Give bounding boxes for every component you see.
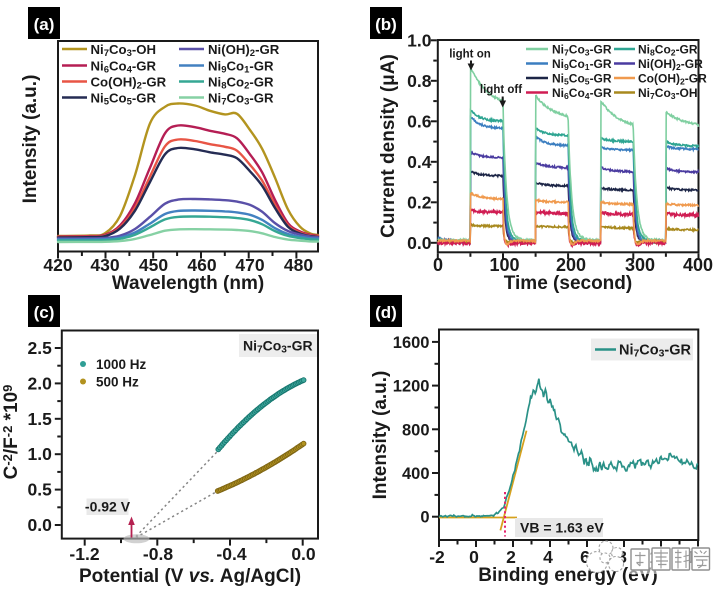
svg-text:Wavelength (nm): Wavelength (nm): [112, 273, 264, 294]
svg-text:VB = 1.63 eV: VB = 1.63 eV: [520, 520, 604, 536]
svg-text:0.5: 0.5: [27, 480, 52, 500]
svg-text:Ni6Co4-GR: Ni6Co4-GR: [91, 59, 157, 76]
svg-text:Intensity (a.u.): Intensity (a.u.): [20, 75, 41, 204]
svg-text:Potential (V vs. Ag/AgCl): Potential (V vs. Ag/AgCl): [79, 566, 301, 587]
svg-text:(b): (b): [375, 15, 397, 34]
svg-text:6: 6: [580, 547, 590, 567]
svg-text:(a): (a): [34, 15, 55, 34]
svg-text:Current density (μA): Current density (μA): [378, 54, 399, 238]
svg-text:470: 470: [235, 255, 264, 275]
svg-text:Ni7Co3-GR: Ni7Co3-GR: [208, 91, 274, 108]
svg-text:430: 430: [90, 255, 119, 275]
svg-text:Ni7Co3-GR: Ni7Co3-GR: [552, 43, 612, 58]
svg-text:0.6: 0.6: [407, 111, 432, 131]
svg-text:Ni7Co3-OH: Ni7Co3-OH: [638, 86, 698, 101]
svg-text:Ni7Co3-GR: Ni7Co3-GR: [243, 338, 313, 356]
svg-text:0.8: 0.8: [407, 71, 432, 91]
svg-text:Co(OH)2-GR: Co(OH)2-GR: [91, 75, 167, 92]
svg-text:450: 450: [139, 255, 168, 275]
svg-text:0.0: 0.0: [291, 544, 316, 564]
svg-text:Ni8Co2-GR: Ni8Co2-GR: [208, 75, 274, 92]
svg-text:1600: 1600: [393, 334, 430, 352]
svg-text:Ni9Co1-GR: Ni9Co1-GR: [552, 57, 612, 72]
svg-text:480: 480: [284, 255, 313, 275]
svg-text:1000 Hz: 1000 Hz: [96, 357, 147, 372]
svg-text:light off: light off: [480, 84, 522, 96]
svg-text:1200: 1200: [393, 378, 430, 396]
svg-text:Ni(OH)2-GR: Ni(OH)2-GR: [638, 57, 703, 72]
svg-text:0: 0: [469, 547, 479, 567]
svg-text:400: 400: [683, 255, 713, 275]
svg-text:0.0: 0.0: [407, 233, 432, 253]
svg-text:0.4: 0.4: [407, 152, 432, 172]
svg-text:8: 8: [617, 547, 627, 567]
svg-text:1.5: 1.5: [27, 409, 52, 429]
svg-text:2.0: 2.0: [27, 373, 52, 393]
svg-text:-0.92 V: -0.92 V: [85, 499, 131, 515]
svg-text:light on: light on: [449, 49, 491, 61]
svg-text:0.0: 0.0: [27, 515, 52, 535]
svg-text:1.0: 1.0: [27, 444, 52, 464]
svg-text:200: 200: [556, 255, 586, 275]
svg-text:2.5: 2.5: [27, 338, 52, 358]
svg-text:-2: -2: [429, 547, 445, 567]
svg-text:420: 420: [43, 255, 72, 275]
svg-text:500 Hz: 500 Hz: [96, 375, 139, 390]
svg-text:Ni5Co5-GR: Ni5Co5-GR: [552, 72, 612, 87]
svg-text:100: 100: [489, 255, 519, 275]
svg-text:0: 0: [420, 509, 429, 527]
svg-text:Intensity (a.u.): Intensity (a.u.): [370, 371, 391, 500]
svg-text:(d): (d): [375, 303, 397, 322]
svg-text:Ni5Co5-GR: Ni5Co5-GR: [91, 91, 157, 108]
svg-text:Ni7Co3-GR: Ni7Co3-GR: [619, 343, 692, 360]
svg-text:Time (second): Time (second): [504, 273, 632, 294]
svg-text:2: 2: [506, 547, 516, 567]
svg-text:-0.4: -0.4: [216, 544, 246, 564]
svg-text:-1.2: -1.2: [69, 544, 99, 564]
svg-text:1.0: 1.0: [407, 30, 432, 50]
svg-text:0: 0: [433, 255, 443, 275]
svg-text:300: 300: [625, 255, 655, 275]
svg-text:-0.8: -0.8: [143, 544, 173, 564]
svg-text:400: 400: [402, 465, 430, 483]
svg-text:Ni9Co1-GR: Ni9Co1-GR: [208, 59, 274, 76]
svg-text:460: 460: [187, 255, 216, 275]
svg-text:800: 800: [402, 421, 430, 439]
svg-text:4: 4: [543, 547, 553, 567]
svg-text:Ni8Co2-GR: Ni8Co2-GR: [638, 43, 698, 58]
svg-text:Ni(OH)2-GR: Ni(OH)2-GR: [208, 42, 280, 59]
svg-text:Ni7Co3-OH: Ni7Co3-OH: [91, 42, 157, 59]
svg-text:(c): (c): [34, 303, 55, 322]
svg-text:0.2: 0.2: [407, 192, 432, 212]
svg-text:Co(OH)2-GR: Co(OH)2-GR: [638, 72, 707, 87]
svg-text:Ni6Co4-GR: Ni6Co4-GR: [552, 86, 612, 101]
